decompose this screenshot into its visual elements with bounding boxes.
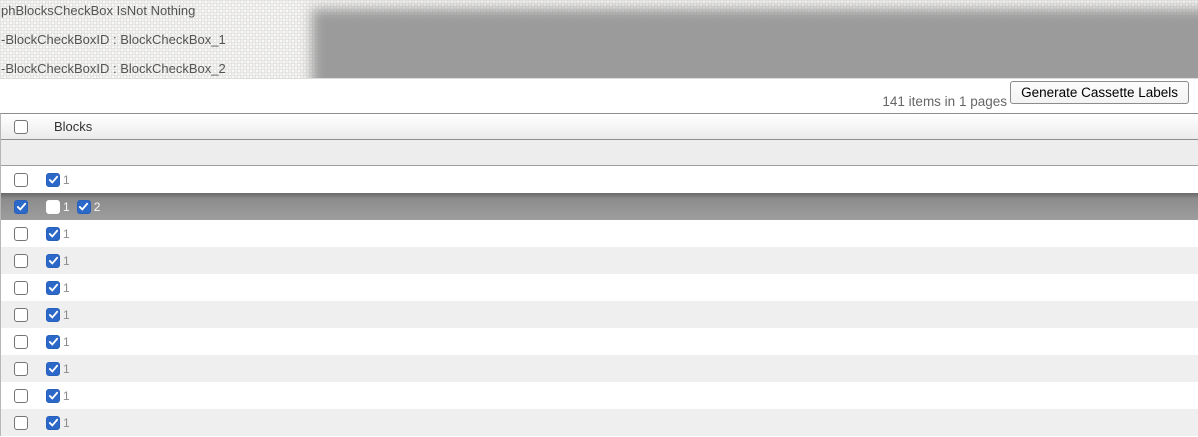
row-select-cell: [1, 334, 39, 349]
table-row[interactable]: 1: [1, 409, 1198, 436]
row-select-cell: [1, 307, 39, 322]
row-select-cell: [1, 415, 39, 430]
block-checkbox[interactable]: [46, 334, 60, 349]
block-item: 1: [46, 199, 70, 214]
table-row[interactable]: 1: [1, 328, 1198, 355]
table-row[interactable]: 1: [1, 274, 1198, 301]
debug-line: phBlocksCheckBox IsNot Nothing: [1, 3, 196, 18]
checkmark-icon: [48, 229, 58, 238]
blocks-cell: 1: [39, 307, 1198, 322]
table-row[interactable]: 1: [1, 220, 1198, 247]
row-select-cell: [1, 172, 39, 187]
row-select-cell: [1, 388, 39, 403]
row-select-cell: [1, 253, 39, 268]
checkmark-icon: [48, 364, 58, 373]
checkmark-icon: [16, 202, 26, 211]
blocks-cell: 1: [39, 334, 1198, 349]
select-all-checkbox[interactable]: [14, 119, 28, 134]
block-checkbox[interactable]: [76, 199, 91, 214]
debug-line: -BlockCheckBoxID : BlockCheckBox_1: [1, 32, 226, 47]
blocks-cell: 1: [39, 415, 1198, 430]
row-select-cell: [1, 226, 39, 241]
block-label: 1: [63, 388, 70, 403]
grid-header-row: Blocks: [1, 114, 1198, 140]
block-item: 1: [46, 226, 70, 241]
block-checkbox[interactable]: [46, 361, 60, 376]
block-label: 1: [63, 415, 70, 430]
checkmark-icon: [48, 418, 58, 427]
blocks-cell: 1: [39, 226, 1198, 241]
block-item: 1: [46, 361, 70, 376]
debug-line: -BlockCheckBoxID : BlockCheckBox_2: [1, 61, 226, 76]
block-label: 1: [63, 361, 70, 376]
row-select-checkbox[interactable]: [14, 280, 28, 295]
items-count-summary: 141 items in 1 pages: [882, 94, 1007, 109]
checkmark-icon: [48, 283, 58, 292]
block-label: 1: [63, 334, 70, 349]
block-item: 1: [46, 172, 70, 187]
block-checkbox[interactable]: [46, 172, 60, 187]
row-select-checkbox[interactable]: [14, 415, 28, 430]
debug-output-panel: phBlocksCheckBox IsNot Nothing -BlockChe…: [0, 0, 1198, 79]
block-checkbox[interactable]: [46, 253, 60, 268]
block-item: 1: [46, 307, 70, 322]
block-label: 1: [63, 307, 70, 322]
blocks-cell: 1: [39, 280, 1198, 295]
block-checkbox[interactable]: [46, 280, 60, 295]
grid-filter-row: [1, 140, 1198, 166]
table-row[interactable]: 1: [1, 382, 1198, 409]
blocks-cell: 1: [39, 172, 1198, 187]
row-select-checkbox[interactable]: [14, 388, 28, 403]
checkmark-icon: [48, 391, 58, 400]
block-item: 2: [76, 199, 101, 214]
block-item: 1: [46, 388, 70, 403]
row-select-cell: [1, 361, 39, 376]
blocks-column-header[interactable]: Blocks: [54, 119, 93, 134]
block-label: 1: [63, 253, 70, 268]
block-item: 1: [46, 280, 70, 295]
row-select-checkbox[interactable]: [14, 307, 28, 322]
block-checkbox[interactable]: [46, 226, 60, 241]
generate-cassette-labels-button[interactable]: Generate Cassette Labels: [1010, 81, 1189, 104]
block-label: 1: [63, 226, 70, 241]
checkmark-icon: [48, 310, 58, 319]
block-item: 1: [46, 334, 70, 349]
blocks-cell: 1: [39, 388, 1198, 403]
blocks-cell: 1: [39, 361, 1198, 376]
block-item: 1: [46, 253, 70, 268]
row-select-cell: [1, 199, 39, 214]
row-select-checkbox[interactable]: [14, 253, 28, 268]
row-select-checkbox[interactable]: [14, 199, 28, 214]
checkmark-icon: [48, 337, 58, 346]
block-checkbox[interactable]: [46, 199, 60, 214]
block-label: 1: [63, 280, 70, 295]
row-select-cell: [1, 280, 39, 295]
gray-smudge-overlay: [312, 9, 1198, 78]
block-label: 2: [93, 199, 101, 214]
block-checkbox[interactable]: [46, 307, 60, 322]
checkmark-icon: [79, 202, 89, 211]
row-select-checkbox[interactable]: [14, 334, 28, 349]
blocks-cell: 1: [39, 253, 1198, 268]
table-row[interactable]: 1: [1, 301, 1198, 328]
row-select-checkbox[interactable]: [14, 172, 28, 187]
row-select-checkbox[interactable]: [14, 361, 28, 376]
block-label: 1: [63, 172, 70, 187]
block-label: 1: [63, 199, 70, 214]
header-select-cell: [1, 119, 39, 134]
checkmark-icon: [48, 175, 58, 184]
block-item: 1: [46, 415, 70, 430]
table-row[interactable]: 1: [1, 247, 1198, 274]
row-select-checkbox[interactable]: [14, 226, 28, 241]
table-row[interactable]: 1: [1, 166, 1198, 193]
checkmark-icon: [48, 256, 58, 265]
block-checkbox[interactable]: [46, 388, 60, 403]
grid-toolbar: 141 items in 1 pages Generate Cassette L…: [0, 79, 1198, 113]
block-checkbox[interactable]: [46, 415, 60, 430]
table-row[interactable]: 1: [1, 355, 1198, 382]
